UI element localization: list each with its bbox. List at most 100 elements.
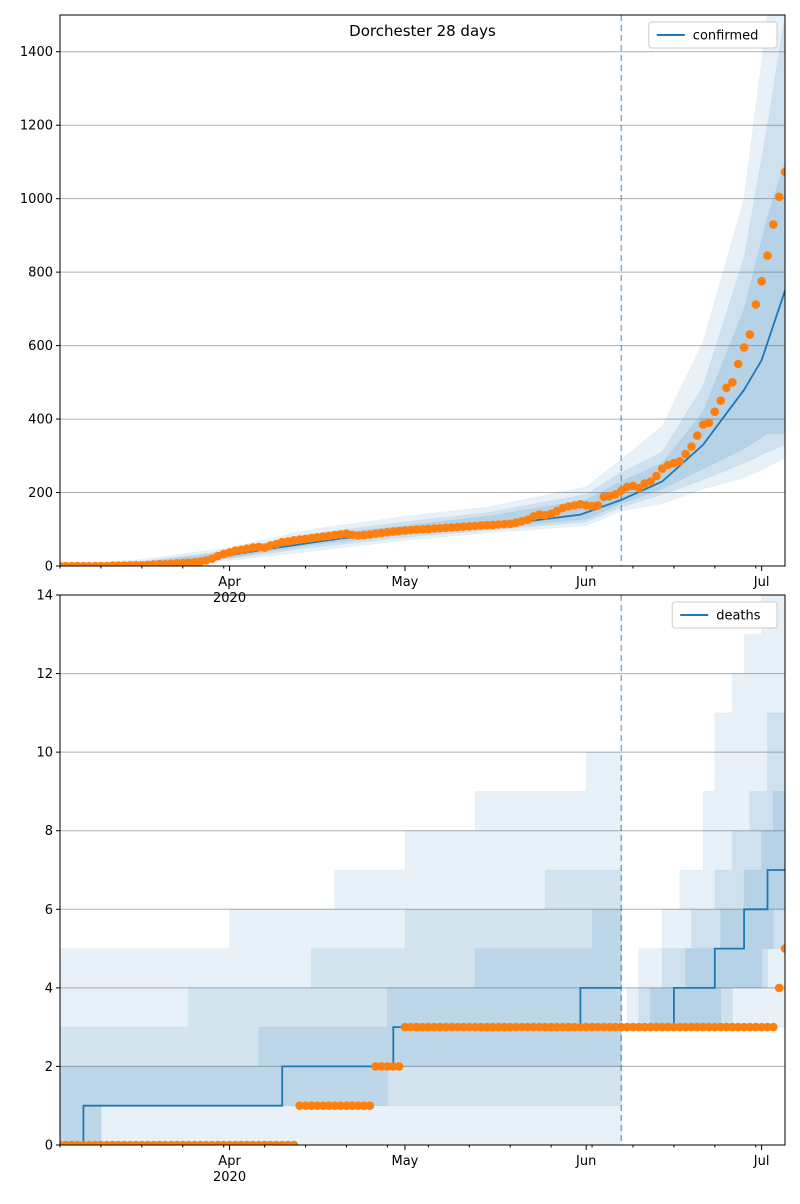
- x-tick-label: May: [392, 1154, 419, 1169]
- data-point: [745, 330, 755, 339]
- y-tick-label: 6: [45, 903, 53, 918]
- axes-frame: [59, 594, 786, 1146]
- data-point: [774, 983, 784, 993]
- data-point: [681, 1022, 690, 1032]
- data-point: [435, 1022, 445, 1032]
- y-tick-label: 2: [45, 1060, 53, 1075]
- data-point: [622, 1022, 632, 1032]
- data-point: [394, 1062, 404, 1071]
- x-tick-label: Apr: [218, 575, 241, 590]
- y-tick-label: 1200: [20, 119, 53, 134]
- legend-label: confirmed: [693, 29, 759, 44]
- data-point: [546, 1022, 556, 1032]
- data-point: [511, 1022, 521, 1032]
- data-point: [295, 1101, 305, 1110]
- data-point: [646, 477, 655, 486]
- data-point: [406, 1022, 416, 1032]
- y-tick-label: 200: [28, 486, 53, 501]
- data-point: [763, 251, 772, 260]
- data-point: [780, 167, 785, 177]
- data-point: [523, 1022, 532, 1032]
- data-point: [675, 457, 685, 466]
- data-point: [681, 449, 690, 459]
- x-tick-label: Apr: [218, 1154, 241, 1169]
- data-point: [646, 1022, 655, 1032]
- y-tick-label: 800: [28, 266, 53, 281]
- data-point: [745, 1022, 755, 1032]
- chart-title: Dorchester 28 days: [349, 22, 496, 40]
- data-point: [769, 220, 778, 229]
- x-tick-label: Jul: [753, 1154, 770, 1169]
- data-point: [307, 1101, 316, 1110]
- data-point: [558, 1022, 568, 1032]
- data-point: [769, 1022, 778, 1032]
- y-tick-label: 1000: [20, 192, 53, 207]
- data-point: [739, 343, 749, 352]
- data-point: [494, 1022, 503, 1032]
- data-point: [652, 471, 661, 481]
- data-point: [570, 1022, 579, 1032]
- y-tick-label: 0: [45, 1139, 53, 1154]
- y-tick-label: 400: [28, 413, 53, 428]
- legend-box: [671, 601, 778, 629]
- data-point: [470, 1022, 480, 1032]
- y-tick-label: 1400: [20, 45, 53, 60]
- data-point: [383, 1062, 392, 1071]
- data-point: [757, 1022, 766, 1032]
- data-point: [669, 1022, 679, 1032]
- data-point: [634, 1022, 644, 1032]
- data-point: [336, 1101, 345, 1110]
- data-point: [535, 1022, 544, 1032]
- legend: confirmed: [648, 21, 778, 49]
- y-tick-label: 12: [36, 667, 53, 682]
- uncertainty-band: [60, 161, 785, 566]
- data-point: [593, 1022, 603, 1032]
- uncertainty-band: [60, 15, 785, 566]
- x-tick-label: May: [392, 575, 419, 590]
- y-tick-label: 10: [36, 746, 53, 761]
- data-point: [657, 1022, 667, 1032]
- legend-box: [648, 21, 778, 49]
- data-point: [710, 1022, 720, 1032]
- data-point: [289, 1140, 299, 1145]
- data-point: [459, 1022, 468, 1032]
- data-point: [318, 1101, 328, 1110]
- data-point: [780, 944, 785, 953]
- legend: deaths: [671, 601, 778, 629]
- plot-area: [60, 15, 785, 566]
- data-point: [593, 501, 603, 510]
- data-point: [716, 396, 725, 406]
- data-point: [693, 431, 702, 440]
- uncertainty-band: [60, 751, 622, 1145]
- data-point: [733, 359, 743, 369]
- x-tick-label: Jun: [575, 575, 596, 590]
- data-point: [424, 1022, 433, 1032]
- axes-frame: [59, 14, 786, 567]
- x-tick-label: Jul: [753, 575, 770, 590]
- legend-label: deaths: [716, 609, 761, 624]
- data-point: [611, 1022, 620, 1032]
- data-point: [371, 1062, 381, 1071]
- data-point: [728, 378, 737, 387]
- y-tick-label: 8: [45, 824, 53, 839]
- data-point: [722, 1022, 731, 1032]
- data-point: [757, 277, 766, 286]
- data-point: [698, 1022, 708, 1032]
- data-point: [581, 1022, 591, 1032]
- data-point: [482, 1022, 492, 1032]
- plot-area: [60, 595, 785, 1145]
- y-tick-label: 0: [45, 560, 53, 575]
- uncertainty-band: [60, 15, 785, 566]
- series-line-deaths: [60, 987, 622, 1145]
- data-point: [365, 1101, 375, 1110]
- x-tick-sublabel: 2020: [213, 1170, 246, 1185]
- data-point: [774, 192, 784, 202]
- data-point: [704, 418, 714, 428]
- y-tick-label: 14: [36, 589, 53, 604]
- data-point: [710, 407, 720, 417]
- data-point: [447, 1022, 457, 1032]
- data-point: [359, 1101, 369, 1110]
- x-tick-label: Jun: [575, 1154, 596, 1169]
